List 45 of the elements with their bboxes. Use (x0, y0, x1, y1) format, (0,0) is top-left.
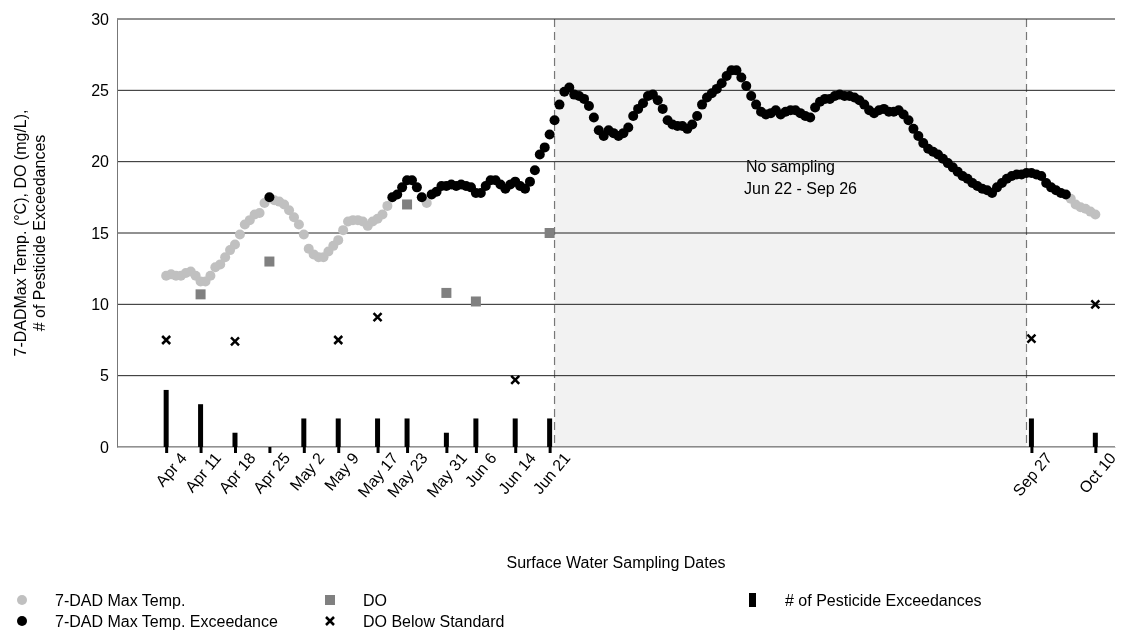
point (254, 208, 265, 219)
point (441, 287, 452, 298)
x-axis-title: Surface Water Sampling Dates (506, 554, 726, 571)
y-tick-label: 25 (91, 81, 110, 99)
y-tick-label: 20 (91, 153, 110, 171)
point (298, 229, 309, 240)
legend-label: DO (363, 592, 387, 609)
point (470, 296, 481, 307)
point (1090, 299, 1101, 310)
point (372, 311, 383, 323)
point (215, 259, 226, 270)
point (544, 228, 555, 238)
point (284, 205, 295, 216)
y-axis-title: 7-DADMax Temp. (°C), DO (mg/L), # of Pesticide Exceedances (12, 109, 48, 357)
point (377, 209, 388, 220)
point (1090, 209, 1101, 220)
point (338, 225, 349, 236)
point (160, 334, 172, 346)
point (205, 270, 216, 281)
point (402, 199, 413, 210)
point (229, 336, 241, 347)
y-tick-label: 15 (91, 224, 110, 242)
point (229, 239, 240, 250)
y-tick-label: 30 (91, 10, 110, 28)
legend-label: # of Pesticide Exceedances (785, 592, 982, 609)
band-label: No sampling Jun 22 - Sep 26 (744, 157, 858, 197)
point (220, 252, 231, 263)
legend-label: 7-DAD Max Temp. Exceedance (55, 613, 279, 630)
point (293, 219, 304, 230)
y-tick-label: 5 (100, 367, 110, 385)
x-tick-label: Sep 27 (1009, 449, 1056, 500)
point (264, 256, 275, 267)
point (195, 289, 206, 300)
x-tick-label: Oct 10 (1075, 449, 1120, 497)
point (382, 200, 393, 211)
point (509, 374, 521, 386)
point (288, 212, 299, 223)
point (332, 334, 344, 346)
point (1026, 333, 1037, 344)
legend-label: DO Below Standard (363, 613, 505, 630)
point (333, 235, 344, 246)
y-tick-label: 0 (100, 438, 110, 456)
legend-label: 7-DAD Max Temp. (55, 592, 186, 609)
point (234, 229, 245, 240)
y-tick-label: 10 (91, 295, 110, 313)
